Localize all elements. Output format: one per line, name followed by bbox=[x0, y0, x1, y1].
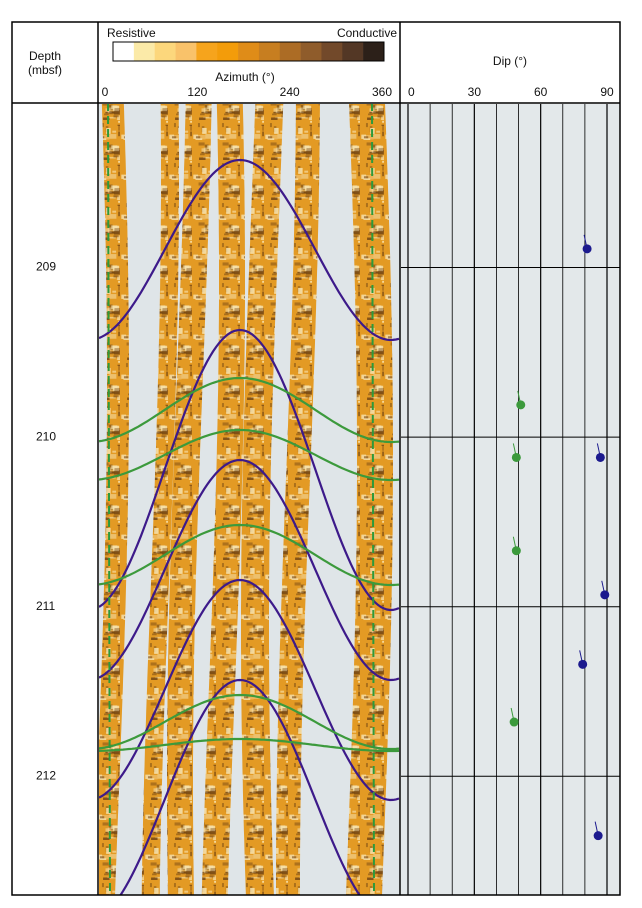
sinusoid bbox=[99, 523, 400, 587]
sinusoid bbox=[99, 693, 400, 751]
tadpole bbox=[578, 650, 588, 669]
orientation-line bbox=[107, 104, 111, 895]
image-x-tick-label: 240 bbox=[280, 85, 300, 99]
color-bar-left-label: Resistive bbox=[107, 26, 156, 40]
image-pad bbox=[167, 104, 212, 895]
tadpole bbox=[582, 234, 592, 254]
sinusoid bbox=[99, 458, 400, 682]
tadpole-head bbox=[511, 546, 521, 556]
color-swatch bbox=[113, 42, 135, 61]
color-swatch bbox=[342, 42, 364, 61]
sinusoid bbox=[99, 578, 400, 802]
tadpole-head bbox=[595, 452, 605, 462]
image-x-tick-label: 360 bbox=[372, 85, 392, 99]
tadpole-head bbox=[578, 659, 588, 669]
tadpole bbox=[595, 443, 605, 462]
sinusoid bbox=[99, 158, 400, 342]
sinusoid bbox=[99, 376, 400, 444]
y-tick-label: 210 bbox=[36, 429, 56, 443]
y-tick-label: 211 bbox=[36, 599, 55, 613]
image-x-label: Azimuth (°) bbox=[215, 70, 274, 84]
image-x-tick-label: 0 bbox=[102, 85, 109, 99]
outer-frame bbox=[11, 21, 621, 896]
sinusoid bbox=[99, 328, 400, 612]
color-bar-border bbox=[112, 41, 385, 62]
color-bar-right-label: Conductive bbox=[337, 26, 397, 40]
color-swatch bbox=[321, 42, 343, 61]
x-label: Dip (°) bbox=[493, 54, 527, 68]
x-tick-label: 90 bbox=[600, 85, 614, 99]
color-swatch bbox=[175, 42, 197, 61]
tadpole bbox=[593, 821, 603, 841]
y-tick-label: 209 bbox=[36, 260, 56, 274]
tadpole-head bbox=[582, 244, 592, 254]
y-label: Depth bbox=[29, 49, 61, 63]
tadpole-head bbox=[600, 590, 610, 600]
sinusoid bbox=[119, 678, 361, 895]
color-swatch bbox=[217, 42, 239, 61]
tadpole bbox=[516, 390, 526, 410]
image-pad bbox=[346, 104, 393, 895]
sinusoids bbox=[99, 104, 400, 895]
color-bar bbox=[112, 41, 385, 62]
tadpole bbox=[600, 580, 610, 600]
color-swatch bbox=[363, 42, 385, 61]
x-tick-label: 30 bbox=[468, 85, 482, 99]
x-tick-label: 60 bbox=[534, 85, 548, 99]
dip-background bbox=[401, 104, 620, 895]
grid: 209 210 211 212 0 30 60 90 0 120 240 360 bbox=[36, 85, 620, 895]
tadpole-head bbox=[511, 452, 521, 462]
color-swatch bbox=[238, 42, 260, 61]
color-swatch bbox=[258, 42, 281, 61]
image-pads bbox=[99, 104, 393, 895]
tadpole-head bbox=[516, 400, 526, 410]
image-pad bbox=[276, 104, 320, 895]
color-swatch bbox=[154, 42, 176, 61]
color-swatch bbox=[279, 42, 301, 61]
image-pad bbox=[141, 104, 179, 895]
frame bbox=[11, 21, 621, 896]
color-swatch bbox=[300, 42, 322, 61]
color-swatch bbox=[133, 42, 155, 61]
image-pad bbox=[99, 104, 129, 895]
image-pad bbox=[241, 104, 284, 895]
marks bbox=[509, 234, 610, 841]
sinusoid bbox=[99, 428, 400, 482]
image-x-tick-label: 120 bbox=[187, 85, 207, 99]
tadpole bbox=[509, 707, 519, 727]
color-swatch bbox=[196, 42, 218, 61]
tadpole-head bbox=[593, 831, 603, 841]
orientation-line bbox=[371, 104, 375, 895]
tadpole-head bbox=[509, 717, 519, 727]
y-label-unit: (mbsf) bbox=[28, 63, 62, 77]
tadpole bbox=[511, 443, 521, 462]
x-tick-label: 0 bbox=[408, 85, 415, 99]
tadpole bbox=[511, 536, 521, 556]
y-tick-label: 212 bbox=[36, 768, 56, 782]
sinusoid bbox=[99, 737, 400, 753]
